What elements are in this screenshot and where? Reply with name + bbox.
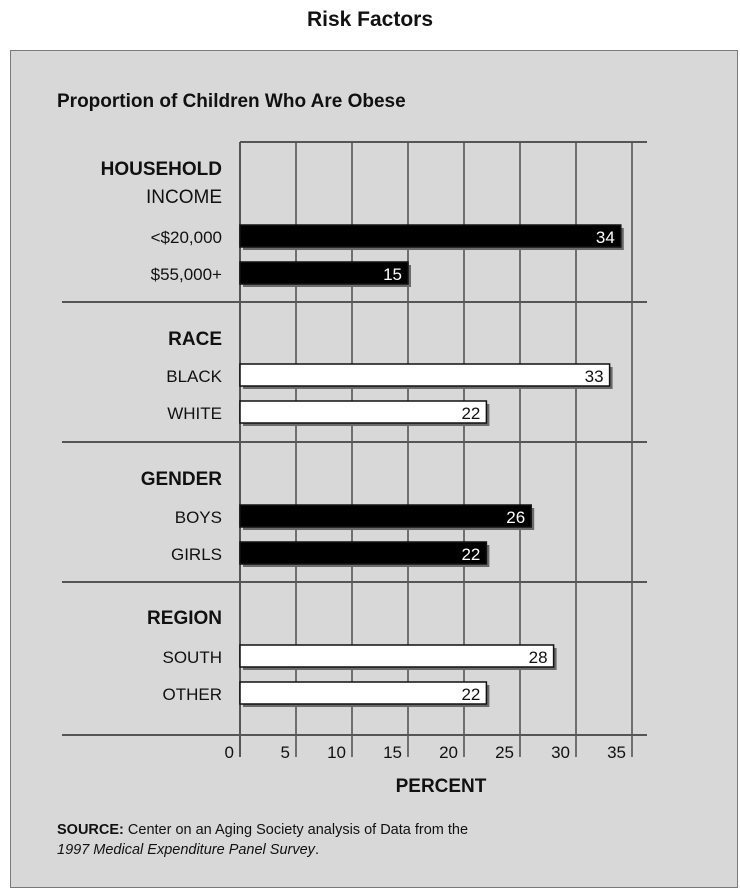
data-label: 33 [585,367,604,386]
data-label: 26 [506,508,525,527]
group-label: INCOME [146,187,222,208]
source-survey: 1997 Medical Expenditure Panel Survey [57,842,315,858]
bar [239,681,488,705]
page-title: Risk Factors [306,8,434,31]
source-end: . [314,842,319,858]
data-label: 22 [461,404,480,423]
source-label: SOURCE: [57,822,124,838]
chart-title: Proportion of Children Who Are Obese [57,91,406,112]
source-note: SOURCE: Center on an Aging Society analy… [57,820,468,860]
tick-label: 25 [495,743,514,762]
tick-label: 30 [551,743,570,762]
data-label: 28 [529,648,548,667]
category-label: BLACK [166,367,222,386]
category-label: OTHER [163,685,223,704]
category-label: WHITE [167,404,222,423]
group-label: HOUSEHOLD [101,159,222,180]
data-label: 22 [461,685,480,704]
bar [239,504,532,528]
data-label: 22 [461,545,480,564]
bar [239,363,611,387]
bar [239,224,622,248]
data-label: 15 [383,265,402,284]
group-label: GENDER [141,469,223,490]
category-label: <$20,000 [151,228,222,247]
category-label: GIRLS [171,545,222,564]
bar [239,261,409,285]
tick-label: 0 [225,743,234,762]
group-label: REGION [147,608,222,629]
chart-panel [10,50,738,888]
category-label: BOYS [175,508,222,527]
bar [239,400,488,424]
tick-label: 35 [607,743,626,762]
bar [239,541,488,565]
x-axis-label: PERCENT [396,776,487,797]
source-text: Center on an Aging Society analysis of D… [123,822,469,838]
tick-label: 20 [439,743,458,762]
bar [239,644,555,668]
group-label: RACE [168,329,222,350]
category-label: $55,000+ [151,265,222,284]
tick-label: 5 [281,743,290,762]
category-label: SOUTH [163,648,223,667]
data-label: 34 [596,228,615,247]
tick-label: 15 [383,743,402,762]
tick-label: 10 [327,743,346,762]
